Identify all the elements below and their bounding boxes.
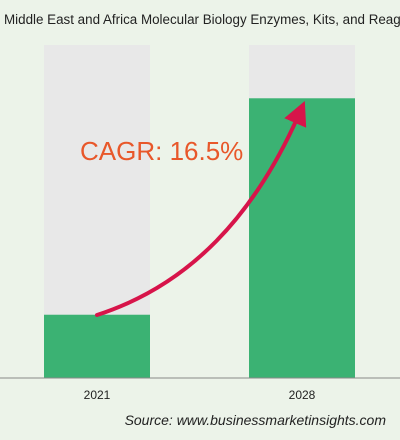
growth-arrow <box>95 101 307 317</box>
chart-title: Middle East and Africa Molecular Biology… <box>4 12 400 27</box>
cagr-annotation: CAGR: 16.5% <box>80 136 243 166</box>
bar-2028 <box>249 98 355 378</box>
bar-2021 <box>44 314 150 378</box>
source-credit: Source: www.businessmarketinsights.com <box>124 412 386 428</box>
x-tick-label-2021: 2021 <box>84 388 111 402</box>
x-tick-label-2028: 2028 <box>289 388 316 402</box>
